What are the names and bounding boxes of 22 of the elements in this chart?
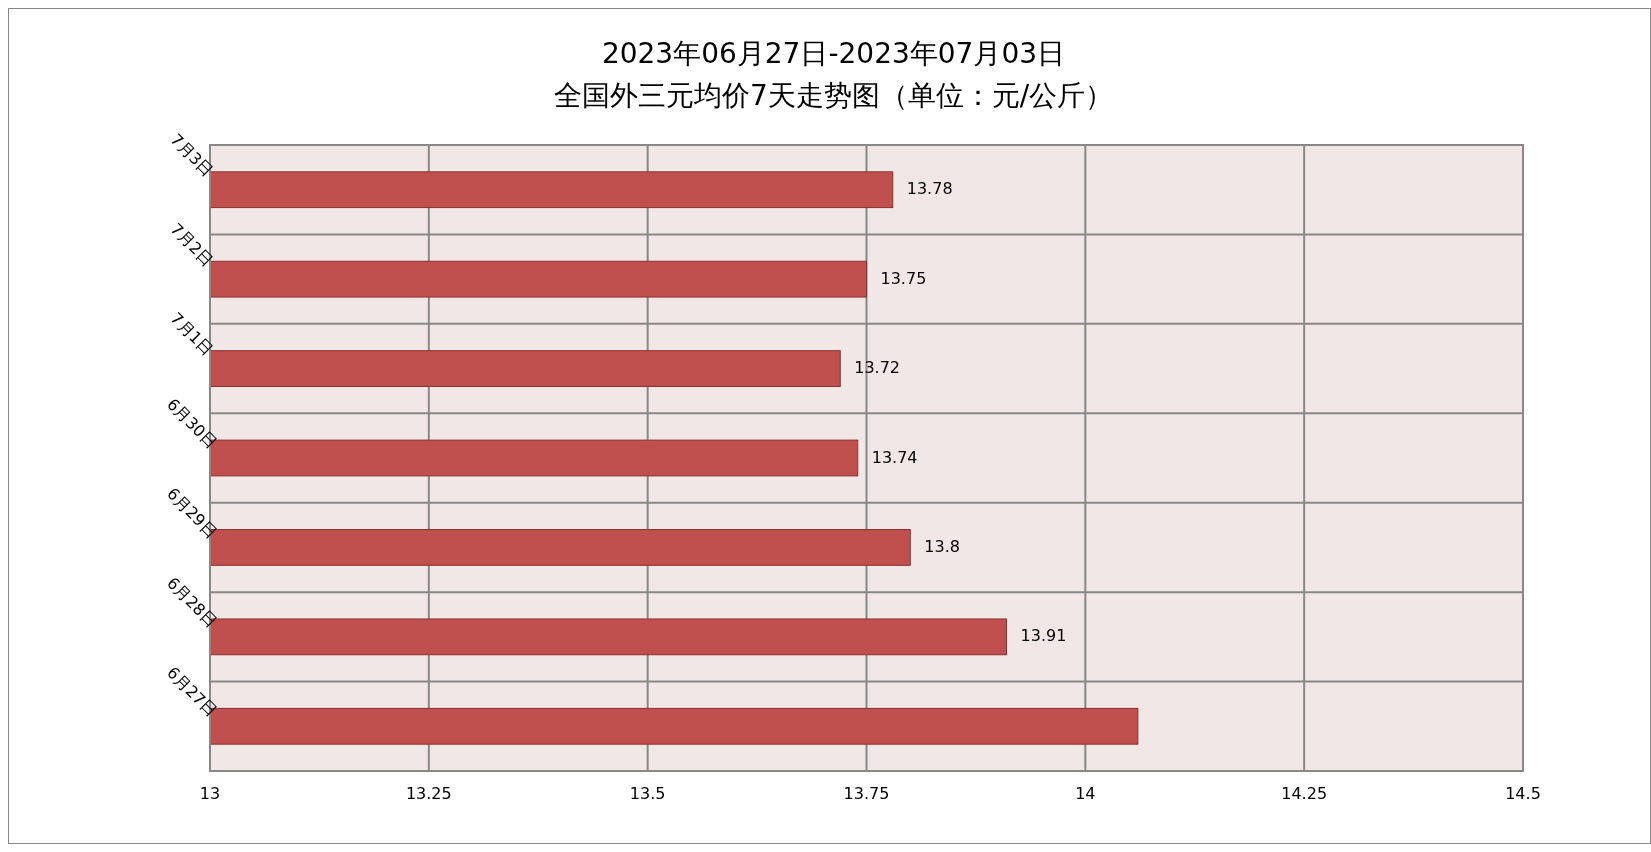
x-tick-label: 13.5 — [629, 784, 666, 803]
y-tick-label: 6月28日 — [163, 573, 221, 632]
data-label: 13.74 — [871, 447, 918, 467]
data-label: 13.78 — [906, 179, 953, 199]
x-tick-label: 13.75 — [843, 784, 890, 803]
y-tick-label: 6月30日 — [163, 394, 221, 453]
data-label: 13.8 — [924, 536, 960, 556]
data-label: 13.91 — [1020, 626, 1067, 646]
y-tick-label: 7月1日 — [166, 308, 218, 360]
x-tick-label: 14.5 — [1505, 784, 1541, 803]
x-tick-label: 13.25 — [405, 784, 452, 803]
chart-subtitle: 全国外三元均价7天走势图（单位：元/公斤） — [553, 79, 1114, 112]
x-tick-label: 13 — [199, 784, 221, 803]
data-label: 13.72 — [854, 358, 901, 378]
chart-title: 2023年06月27日-2023年07月03日 — [601, 37, 1066, 70]
x-tick-label: 14.25 — [1281, 784, 1328, 803]
y-tick-label: 7月2日 — [166, 219, 218, 270]
x-tick-label: 14 — [1075, 784, 1096, 803]
y-tick-label: 6月27日 — [163, 662, 221, 721]
y-tick-label: 7月3日 — [166, 129, 218, 181]
data-label: 13.75 — [880, 268, 927, 288]
y-tick-label: 6月29日 — [163, 483, 221, 542]
